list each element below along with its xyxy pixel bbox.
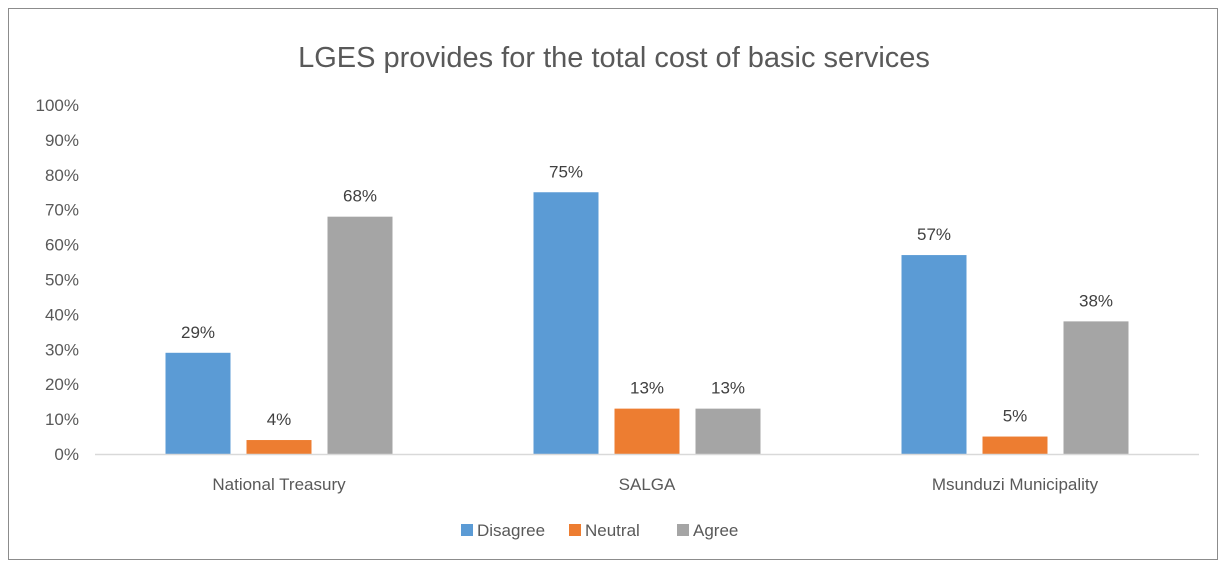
data-label: 29% (181, 323, 215, 342)
data-label: 13% (711, 379, 745, 398)
bar-agree (695, 408, 761, 454)
y-tick-label: 40% (45, 305, 79, 324)
y-tick-label: 60% (45, 236, 79, 255)
bar-neutral (246, 440, 312, 454)
legend-label: Disagree (477, 521, 545, 540)
bar-neutral (982, 436, 1048, 454)
bar-disagree (165, 352, 231, 454)
bar-disagree (901, 255, 967, 454)
bar-neutral (614, 408, 680, 454)
data-label: 68% (343, 187, 377, 206)
chart-title: LGES provides for the total cost of basi… (298, 42, 930, 74)
y-tick-label: 100% (36, 96, 79, 115)
legend-label: Neutral (585, 521, 640, 540)
y-tick-label: 80% (45, 166, 79, 185)
legend-swatch-disagree (461, 524, 473, 536)
data-label: 57% (917, 225, 951, 244)
y-axis: 0% 10% 20% 30% 40% 50% 60% 70% 80% 90% 100% (36, 96, 79, 464)
legend-swatch-neutral (569, 524, 581, 536)
data-label: 75% (549, 162, 583, 181)
chart-frame: LGES provides for the total cost of basi… (8, 8, 1218, 560)
y-tick-label: 10% (45, 410, 79, 429)
plot-area: 29% 4% 68% 75% 13% 13% 57% 5% 38% (165, 162, 1129, 454)
data-label: 13% (630, 379, 664, 398)
legend-label: Agree (693, 521, 738, 540)
y-tick-label: 50% (45, 271, 79, 290)
y-tick-label: 70% (45, 201, 79, 220)
y-tick-label: 30% (45, 340, 79, 359)
data-label: 5% (1003, 407, 1028, 426)
x-axis: National Treasury SALGA Msunduzi Municipal… (95, 453, 1199, 494)
data-label: 4% (267, 410, 292, 429)
bar-chart: LGES provides for the total cost of basi… (36, 42, 1199, 540)
legend-swatch-agree (677, 524, 689, 536)
bar-disagree (533, 192, 599, 454)
y-tick-label: 0% (54, 445, 79, 464)
bar-agree (327, 216, 393, 454)
x-category-label: SALGA (619, 475, 676, 494)
data-label: 38% (1079, 291, 1113, 310)
legend: Disagree Neutral Agree (461, 521, 738, 540)
x-category-label: Msunduzi Municipality (932, 475, 1099, 494)
bar-agree (1063, 321, 1129, 454)
y-tick-label: 20% (45, 375, 79, 394)
y-tick-label: 90% (45, 131, 79, 150)
x-category-label: National Treasury (212, 475, 346, 494)
